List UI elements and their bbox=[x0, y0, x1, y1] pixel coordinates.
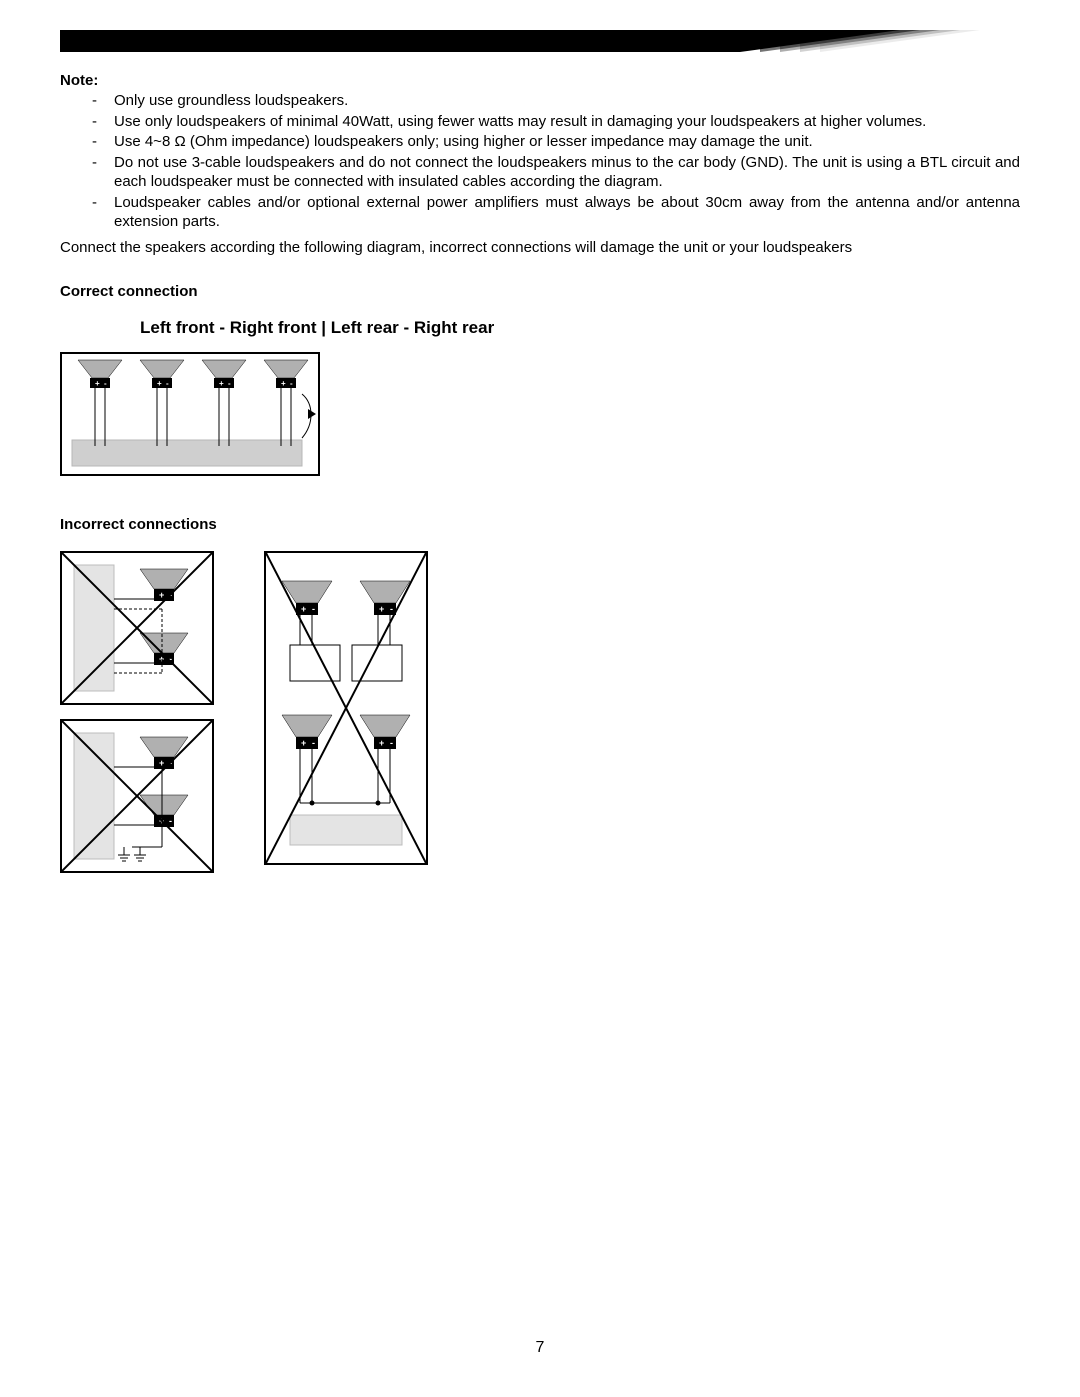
correct-connection-diagram: + - + - + bbox=[60, 352, 320, 476]
svg-text:+: + bbox=[379, 604, 384, 614]
svg-text:-: - bbox=[169, 816, 172, 826]
incorrect-diagram-3: + - + - bbox=[264, 551, 428, 865]
incorrect-diagram-2: + - + - bbox=[60, 719, 214, 873]
note-footer-text: Connect the speakers according the follo… bbox=[60, 238, 1020, 258]
incorrect-connections-heading: Incorrect connections bbox=[60, 516, 1020, 533]
note-item: Use 4~8 Ω (Ohm impedance) loudspeakers o… bbox=[114, 132, 1020, 152]
svg-text:+: + bbox=[157, 379, 162, 388]
svg-text:+: + bbox=[301, 738, 306, 748]
note-item: Only use groundless loudspeakers. bbox=[114, 91, 1020, 111]
svg-text:+: + bbox=[159, 758, 164, 768]
svg-text:-: - bbox=[290, 379, 293, 388]
svg-text:+: + bbox=[281, 379, 286, 388]
svg-text:+: + bbox=[301, 604, 306, 614]
note-item: Do not use 3-cable loudspeakers and do n… bbox=[114, 153, 1020, 192]
incorrect-diagram-1: + - + - bbox=[60, 551, 214, 705]
note-list: Only use groundless loudspeakers. Use on… bbox=[60, 91, 1020, 232]
svg-text:+: + bbox=[379, 738, 384, 748]
svg-text:+: + bbox=[95, 379, 100, 388]
speaker-position-labels: Left front - Right front | Left rear - R… bbox=[140, 318, 1020, 338]
note-heading: Note: bbox=[60, 72, 1020, 89]
svg-text:+: + bbox=[219, 379, 224, 388]
header-divider bbox=[60, 30, 1020, 52]
svg-text:-: - bbox=[166, 379, 169, 388]
svg-text:+: + bbox=[159, 590, 164, 600]
svg-text:-: - bbox=[390, 604, 393, 614]
svg-text:-: - bbox=[104, 379, 107, 388]
svg-text:-: - bbox=[312, 604, 315, 614]
note-item: Loudspeaker cables and/or optional exter… bbox=[114, 193, 1020, 232]
svg-text:-: - bbox=[228, 379, 231, 388]
correct-connection-heading: Correct connection bbox=[60, 283, 1020, 300]
svg-text:-: - bbox=[390, 738, 393, 748]
svg-text:-: - bbox=[312, 738, 315, 748]
note-item: Use only loudspeakers of minimal 40Watt,… bbox=[114, 112, 1020, 132]
page-number: 7 bbox=[0, 1339, 1080, 1357]
